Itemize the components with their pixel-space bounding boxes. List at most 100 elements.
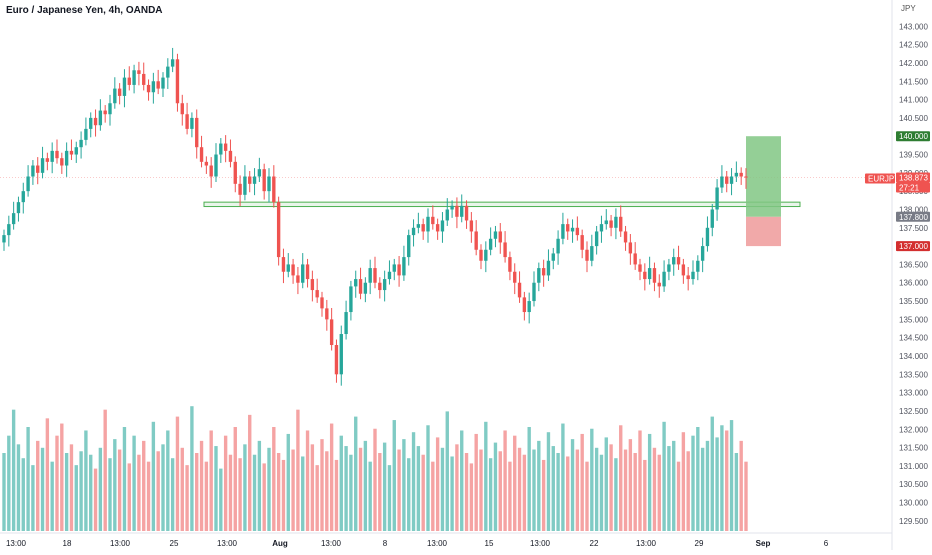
price-tag-label: EURJPY xyxy=(868,174,900,183)
candle-body xyxy=(26,176,30,192)
volume-bar xyxy=(657,454,661,531)
candle-body xyxy=(676,257,681,265)
x-tick-label: 6 xyxy=(824,539,829,548)
candle-body xyxy=(628,242,633,254)
price-tag-label: 140.000 xyxy=(899,132,928,141)
candle-body xyxy=(508,257,512,272)
volume-bar xyxy=(175,416,180,531)
candle-body xyxy=(122,77,127,96)
volume-bar xyxy=(262,463,266,531)
volume-bar xyxy=(556,453,560,531)
volume-bar xyxy=(64,453,69,531)
volume-bar xyxy=(619,425,623,531)
candle-body xyxy=(421,224,425,232)
price-tag-label: 137.000 xyxy=(899,242,928,251)
y-tick-label: 131.500 xyxy=(899,444,928,453)
candle-body xyxy=(69,150,74,155)
candle-body xyxy=(156,81,160,89)
volume-bar xyxy=(387,465,392,531)
candle-body xyxy=(190,117,194,129)
volume-bar xyxy=(108,458,112,531)
candle-body xyxy=(672,257,676,265)
candle-body xyxy=(720,176,724,188)
y-tick-label: 133.000 xyxy=(899,389,928,398)
candle-body xyxy=(599,224,604,232)
price-tag-140-000 xyxy=(896,131,930,142)
volume-bar xyxy=(156,451,160,531)
volume-bar xyxy=(392,420,396,531)
volume-bar xyxy=(11,409,16,531)
volume-bar xyxy=(296,409,300,531)
volume-bar xyxy=(623,449,628,531)
candle-body xyxy=(223,143,228,151)
volume-bar xyxy=(31,465,35,531)
candle-body xyxy=(103,110,107,115)
candle-body xyxy=(705,227,710,247)
volume-bar xyxy=(89,454,93,531)
price-tag-label: 138.873 xyxy=(899,173,928,182)
volume-bar xyxy=(21,458,25,531)
candle-body xyxy=(402,257,406,276)
support-zone xyxy=(203,201,801,208)
volume-bar xyxy=(715,437,719,531)
volume-bar xyxy=(474,433,478,531)
candle-body xyxy=(238,183,242,195)
x-tick-label: 15 xyxy=(485,539,494,548)
price-tag-137-000 xyxy=(896,241,930,252)
x-tick-label: 13:00 xyxy=(217,539,238,548)
volume-bar xyxy=(45,418,50,531)
candle-body xyxy=(60,158,64,166)
candle-body xyxy=(623,231,628,243)
candle-body xyxy=(416,224,421,228)
volume-bar xyxy=(7,435,11,531)
candle-body xyxy=(387,271,392,280)
volume-bar xyxy=(720,425,724,531)
x-tick-label: 25 xyxy=(170,539,179,548)
y-tick-label: 140.500 xyxy=(899,114,928,123)
volume-bar xyxy=(662,421,666,531)
volume-bar xyxy=(729,420,734,531)
candle-body xyxy=(55,150,59,159)
currency-label: JPY xyxy=(901,4,916,13)
candle-body xyxy=(315,290,319,298)
candle-body xyxy=(50,150,54,162)
candle-body xyxy=(522,297,527,313)
volume-bar xyxy=(503,430,507,531)
y-tick-label: 135.500 xyxy=(899,297,928,306)
volume-bar xyxy=(166,430,170,531)
candle-body xyxy=(725,176,729,184)
volume-bar xyxy=(585,461,589,531)
candle-body xyxy=(551,253,555,261)
volume-bar xyxy=(146,461,151,531)
candle-body xyxy=(214,154,218,177)
volume-bar xyxy=(551,446,555,531)
candle-body xyxy=(257,169,262,177)
candle-body xyxy=(392,264,396,272)
candle-body xyxy=(248,176,252,184)
candle-body xyxy=(426,216,430,232)
y-tick-label: 135.000 xyxy=(899,315,928,324)
candle-body xyxy=(219,143,223,155)
volume-bar xyxy=(725,430,729,531)
candle-body xyxy=(556,238,560,254)
volume-bar xyxy=(132,435,136,531)
y-tick-label: 139.500 xyxy=(899,151,928,160)
y-tick-label: 143.000 xyxy=(899,22,928,31)
volume-bar xyxy=(233,427,237,531)
candle-body xyxy=(580,235,584,250)
volume-bar xyxy=(185,465,189,531)
volume-bar xyxy=(113,439,117,531)
volume-bar xyxy=(455,444,459,531)
volume-bar xyxy=(103,409,107,531)
volume-bar xyxy=(223,435,228,531)
candle-body xyxy=(696,260,700,272)
candle-body xyxy=(604,220,608,225)
candle-body xyxy=(243,176,247,195)
volume-bar xyxy=(378,453,382,531)
volume-bar xyxy=(411,432,416,531)
volume-bar xyxy=(440,447,445,531)
volume-bar xyxy=(450,456,454,531)
candle-body xyxy=(667,264,671,272)
